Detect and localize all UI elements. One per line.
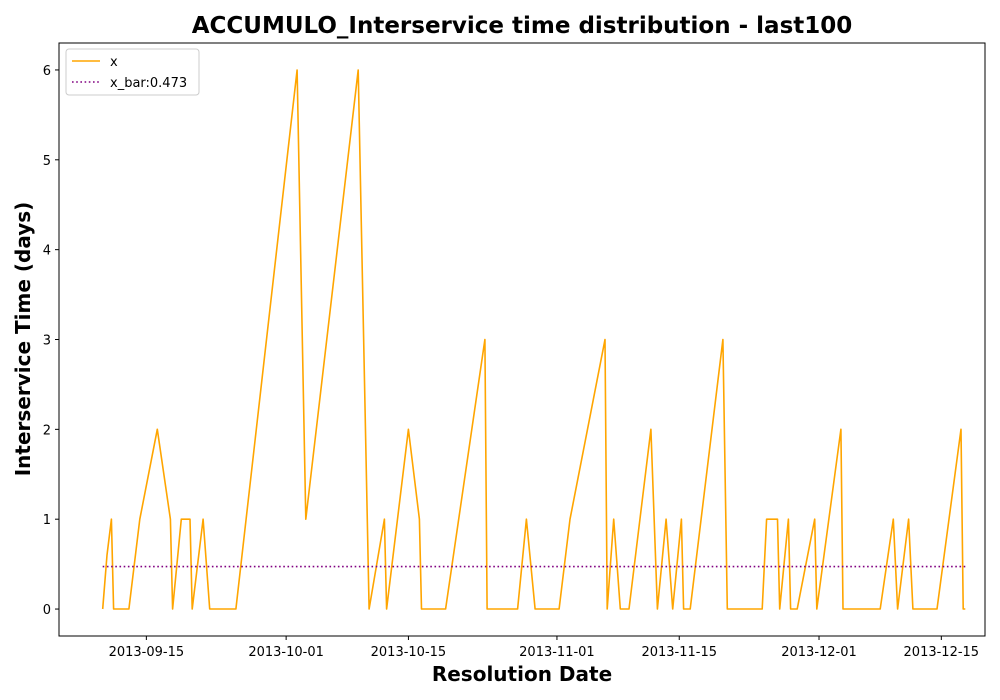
y-tick-label: 2 xyxy=(43,423,51,438)
legend-label-x-bar: x_bar:0.473 xyxy=(110,76,187,91)
y-tick-label: 5 xyxy=(43,154,51,169)
y-axis-label: Interservice Time (days) xyxy=(11,202,35,477)
y-tick-label: 6 xyxy=(43,64,51,79)
x-tick-label: 2013-09-15 xyxy=(109,645,185,660)
series-line-x xyxy=(101,69,966,610)
legend: x x_bar:0.473 xyxy=(65,48,200,96)
x-tick-label: 2013-12-15 xyxy=(904,645,980,660)
y-axis: 0 1 2 3 4 5 6 xyxy=(43,64,59,618)
x-tick-label: 2013-12-01 xyxy=(781,645,857,660)
series-layer xyxy=(101,69,966,610)
legend-label-x: x xyxy=(110,55,118,70)
y-tick-label: 0 xyxy=(43,603,51,618)
y-tick-label: 3 xyxy=(43,334,51,349)
x-tick-label: 2013-10-01 xyxy=(248,645,324,660)
y-tick-label: 1 xyxy=(43,513,51,528)
chart-title: ACCUMULO_Interservice time distribution … xyxy=(192,13,853,39)
y-tick-label: 4 xyxy=(43,244,51,259)
x-tick-label: 2013-10-15 xyxy=(371,645,447,660)
x-tick-label: 2013-11-01 xyxy=(519,645,595,660)
x-tick-label: 2013-11-15 xyxy=(641,645,717,660)
x-axis-label: Resolution Date xyxy=(432,662,612,686)
x-axis: 2013-09-15 2013-10-01 2013-10-15 2013-11-01… xyxy=(109,636,980,660)
plot-area xyxy=(58,42,986,637)
